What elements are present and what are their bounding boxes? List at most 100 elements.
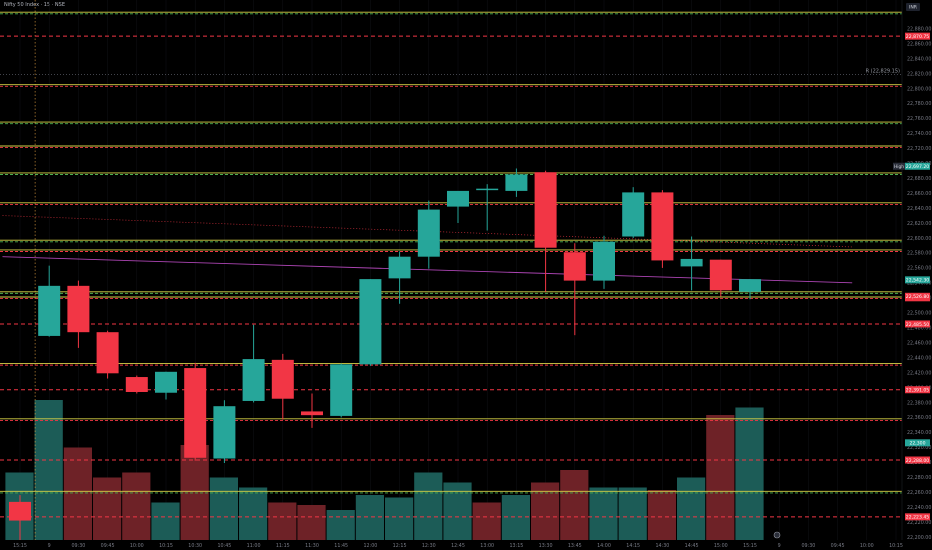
level-badge-text: 22,288.00	[906, 458, 929, 464]
y-tick-label: 22,340.00	[907, 430, 931, 436]
y-tick-label: 22,820.00	[907, 71, 931, 77]
volume-bar	[589, 487, 618, 540]
y-tick-label: 22,460.00	[907, 340, 931, 346]
y-tick-label: 22,360.00	[907, 415, 931, 421]
volume-bar	[268, 502, 297, 540]
y-tick-label: 22,640.00	[907, 206, 931, 212]
candle-body[interactable]	[96, 332, 119, 374]
level-badge-text: 22,870.75	[906, 34, 929, 40]
price-badge	[905, 439, 930, 447]
volume-bar	[560, 470, 589, 540]
volume-bar	[735, 407, 764, 540]
price-badge-text: 22,697.20	[906, 164, 929, 170]
candle-body[interactable]	[213, 406, 236, 459]
currency-badge-text: INR	[909, 5, 918, 11]
scroll-to-realtime-icon[interactable]	[773, 531, 781, 539]
candle-body[interactable]	[476, 188, 499, 191]
candle-body[interactable]	[359, 279, 382, 365]
y-tick-label: 22,420.00	[907, 370, 931, 376]
y-tick-label: 22,800.00	[907, 86, 931, 92]
volume-bar	[93, 477, 122, 540]
candle-body[interactable]	[651, 192, 674, 261]
volume-bar	[472, 502, 501, 540]
x-tick-label: 9	[48, 543, 51, 549]
x-tick-label: 12:15	[393, 543, 407, 549]
candle-body[interactable]	[417, 209, 440, 257]
candle-body[interactable]	[9, 501, 31, 521]
volume-bar	[355, 495, 384, 540]
candle-body[interactable]	[38, 285, 61, 336]
x-tick-label: 14:00	[597, 543, 611, 549]
volume-bar	[531, 482, 560, 540]
candle-body[interactable]	[563, 252, 586, 281]
x-tick-label: 13:00	[480, 543, 494, 549]
y-tick-label: 22,200.00	[907, 535, 931, 541]
y-tick-label: 22,220.00	[907, 520, 931, 526]
x-tick-label: 13:30	[539, 543, 553, 549]
y-tick-label: 22,280.00	[907, 475, 931, 481]
trend-line	[2, 215, 853, 248]
y-tick-label: 22,760.00	[907, 116, 931, 122]
volume-bar	[151, 502, 180, 540]
x-tick-label: 09:30	[71, 543, 85, 549]
level-badge-text: 22,223.45	[906, 515, 929, 521]
x-tick-label: 11:15	[276, 543, 290, 549]
y-tick-label: 22,560.00	[907, 266, 931, 272]
candle-body[interactable]	[155, 371, 177, 393]
x-tick-label: 14:30	[655, 543, 669, 549]
volume-bar	[647, 490, 676, 540]
volume-bar	[443, 482, 472, 540]
level-text: R (22,829.15)	[866, 68, 900, 74]
candle-body[interactable]	[593, 241, 615, 281]
y-tick-label: 22,680.00	[907, 176, 931, 182]
x-tick-label: 13:15	[509, 543, 523, 549]
x-tick-label: 15:00	[714, 543, 728, 549]
candle-body[interactable]	[271, 359, 294, 399]
price-badge	[905, 276, 930, 284]
y-tick-label: 22,840.00	[907, 56, 931, 62]
candle-body[interactable]	[242, 359, 265, 401]
level-badge-text: 22,391.05	[906, 388, 929, 394]
candle-body[interactable]	[534, 172, 557, 248]
y-tick-label: 22,600.00	[907, 236, 931, 242]
volume-bar	[501, 495, 530, 540]
x-tick-label: 13:45	[568, 543, 582, 549]
price-badge-text: 22,526.80	[906, 294, 929, 300]
candle-body[interactable]	[388, 256, 411, 279]
x-tick-label: 11:00	[247, 543, 261, 549]
price-badge-text: 22,542.30	[906, 278, 929, 284]
volume-bar	[34, 400, 63, 540]
symbol-title: Nifty 50 Index · 15 · NSE	[4, 2, 65, 8]
candle-body[interactable]	[739, 279, 761, 292]
candle-body[interactable]	[184, 368, 207, 458]
volume-bar	[209, 477, 238, 540]
candle-body[interactable]	[301, 411, 323, 416]
candle-body[interactable]	[680, 258, 703, 267]
y-tick-label: 22,580.00	[907, 251, 931, 257]
high-label: High	[894, 164, 904, 170]
volume-bar	[618, 487, 647, 540]
volume-bar	[326, 510, 355, 540]
y-tick-label: 22,660.00	[907, 191, 931, 197]
candle-body[interactable]	[709, 259, 732, 291]
candle-body[interactable]	[125, 377, 148, 392]
candle-body[interactable]	[330, 364, 353, 416]
currency-badge[interactable]	[906, 3, 920, 11]
y-tick-label: 22,380.00	[907, 400, 931, 406]
candle-body[interactable]	[447, 190, 469, 207]
x-tick-label: 10:00	[130, 543, 144, 549]
y-tick-label: 22,860.00	[907, 41, 931, 47]
y-tick-label: 22,720.00	[907, 146, 931, 152]
y-tick-label: 22,540.00	[907, 281, 931, 287]
candle-body[interactable]	[505, 174, 528, 191]
x-tick-label: 10:00	[860, 543, 874, 549]
x-tick-label: 09:30	[801, 543, 815, 549]
x-tick-label: 09:45	[101, 543, 115, 549]
x-tick-label: 11:30	[305, 543, 319, 549]
candle-body[interactable]	[622, 192, 645, 237]
price-badge	[905, 292, 930, 300]
volume-bar	[122, 472, 151, 540]
candle-body[interactable]	[67, 285, 90, 333]
x-tick-label: 10:15	[889, 543, 903, 549]
